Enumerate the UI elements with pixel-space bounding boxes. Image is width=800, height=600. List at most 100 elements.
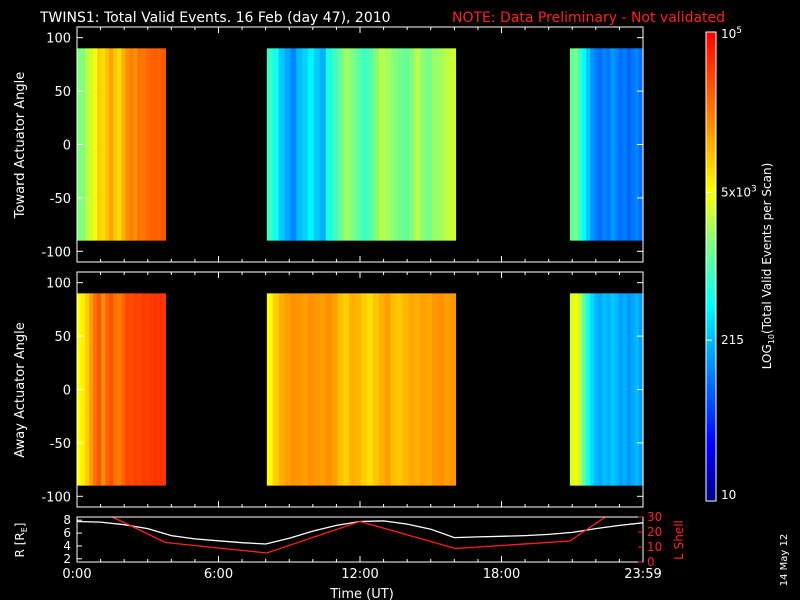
away-heatmap-cell xyxy=(349,293,356,486)
toward-heatmap-cell xyxy=(606,48,612,241)
toward-heatmap-cell xyxy=(437,48,445,241)
toward-heatmap-cell xyxy=(610,48,616,241)
toward-heatmap-cell xyxy=(614,48,620,241)
toward-heatmap-cell xyxy=(278,48,286,241)
toward-heatmap-cell xyxy=(384,48,392,241)
toward-heatmap-cell xyxy=(582,48,587,241)
away-heatmap-cell xyxy=(319,293,327,486)
toward-heatmap-cell xyxy=(319,48,327,241)
away-ytick-label: -100 xyxy=(41,490,71,505)
toward-heatmap-cell xyxy=(145,48,150,241)
away-heatmap-cell xyxy=(161,293,167,486)
toward-heatmap-cell xyxy=(302,48,309,241)
svg-text:LOG10(Total Valid Events per: LOG10(Total Valid Events per Scan) xyxy=(760,163,776,370)
away-heatmap-cell xyxy=(598,293,603,486)
away-heatmap-cell xyxy=(278,293,286,486)
away-heatmap-cell xyxy=(93,293,98,486)
away-heatmap-cell xyxy=(343,293,350,486)
away-heatmap-cell xyxy=(133,293,138,486)
toward-heatmap-cell xyxy=(449,48,457,241)
r-ytick-label: 8 xyxy=(63,513,71,527)
away-heatmap-cell xyxy=(626,293,632,486)
toward-heatmap-cell xyxy=(81,48,86,241)
away-heatmap-cell xyxy=(414,293,421,486)
toward-ylabel: Toward Actuator Angle xyxy=(13,72,28,219)
toward-heatmap-cell xyxy=(343,48,350,241)
away-heatmap-cell xyxy=(153,293,158,486)
r-ytick-label: 6 xyxy=(63,526,71,540)
colorbar: 105 5x103 215 10 LOG10(Total Valid Events p… xyxy=(705,26,776,502)
away-heatmap-cell xyxy=(408,293,415,486)
away-ytick-label: -50 xyxy=(50,437,71,452)
away-heatmap-cell xyxy=(420,293,427,486)
toward-heatmap-cell xyxy=(266,48,274,241)
away-heatmap-cell xyxy=(105,293,110,486)
away-heatmap-cell xyxy=(331,293,339,486)
away-heatmap-cell xyxy=(573,293,579,486)
away-heatmap-cell xyxy=(606,293,612,486)
toward-heatmap-cell xyxy=(630,48,636,241)
away-heatmap-cell xyxy=(149,293,154,486)
toward-heatmap-cell xyxy=(85,48,90,241)
toward-heatmap-cell xyxy=(89,48,94,241)
away-heatmap-cell xyxy=(610,293,616,486)
away-heatmap-cell xyxy=(97,293,102,486)
x-tick-label: 18:00 xyxy=(483,567,520,582)
away-ylabel: Away Actuator Angle xyxy=(13,322,28,457)
away-heatmap-cell xyxy=(296,293,303,486)
away-heatmap-cell xyxy=(290,293,297,486)
toward-heatmap-cell xyxy=(367,48,374,241)
away-heatmap-cell xyxy=(431,293,439,486)
line-plot-bg xyxy=(77,517,643,562)
away-heatmap-cell xyxy=(578,293,583,486)
away-heatmap-panel: 100 50 0 -50 -100 xyxy=(41,271,644,508)
toward-heatmap-cell xyxy=(314,48,321,241)
away-heatmap-cell xyxy=(129,293,134,486)
away-heatmap-cell xyxy=(137,293,142,486)
away-heatmap-cell xyxy=(85,293,90,486)
x-tick-label: 0:00 xyxy=(62,567,91,582)
toward-ytick-label: 0 xyxy=(63,139,71,154)
away-heatmap-cell xyxy=(325,293,333,486)
toward-heatmap-cell xyxy=(408,48,415,241)
toward-heatmap-cell xyxy=(402,48,409,241)
colorbar-tick-label: 105 xyxy=(721,26,742,41)
away-heatmap-cell xyxy=(594,293,599,486)
toward-heatmap-cell xyxy=(578,48,583,241)
svg-text:R [RE]: R [RE] xyxy=(13,523,29,558)
toward-ytick-label: 50 xyxy=(54,85,71,100)
toward-heatmap-cell xyxy=(431,48,439,241)
toward-heatmap-cell xyxy=(443,48,451,241)
toward-heatmap-cell xyxy=(586,48,591,241)
away-heatmap-cell xyxy=(361,293,368,486)
colorbar-tick-label: 215 xyxy=(721,333,744,347)
x-tick-label: 12:00 xyxy=(341,567,378,582)
away-heatmap-cell xyxy=(367,293,374,486)
away-heatmap-cell xyxy=(384,293,392,486)
toward-heatmap-cell xyxy=(618,48,624,241)
toward-ytick-label: -50 xyxy=(50,192,71,207)
lshell-ytick-label: 10 xyxy=(647,540,662,554)
toward-heatmap-cell xyxy=(125,48,130,241)
away-heatmap-cell xyxy=(101,293,106,486)
toward-heatmap-cell xyxy=(325,48,333,241)
away-heatmap-cell xyxy=(308,293,315,486)
away-heatmap-cell xyxy=(266,293,274,486)
lshell-ytick-label: 30 xyxy=(647,510,662,524)
x-tick-label: 23:59 xyxy=(624,567,661,582)
colorbar-label: LOG10(Total Valid Events per Scan) xyxy=(760,163,776,370)
colorbar-tick-label: 10 xyxy=(721,488,736,502)
toward-ytick-label: 100 xyxy=(46,32,71,47)
toward-heatmap-cell xyxy=(331,48,339,241)
away-heatmap-cell xyxy=(630,293,636,486)
date-stamp: 14 May 12 xyxy=(779,534,790,586)
toward-heatmap-cell xyxy=(137,48,142,241)
toward-ytick-label: -100 xyxy=(41,245,71,260)
toward-heatmap-cell xyxy=(598,48,603,241)
toward-heatmap-cell xyxy=(153,48,158,241)
toward-heatmap-cell xyxy=(308,48,315,241)
r-ylabel: R [RE] xyxy=(13,523,29,558)
away-heatmap-cell xyxy=(372,293,380,486)
toward-heatmap-cell xyxy=(426,48,433,241)
